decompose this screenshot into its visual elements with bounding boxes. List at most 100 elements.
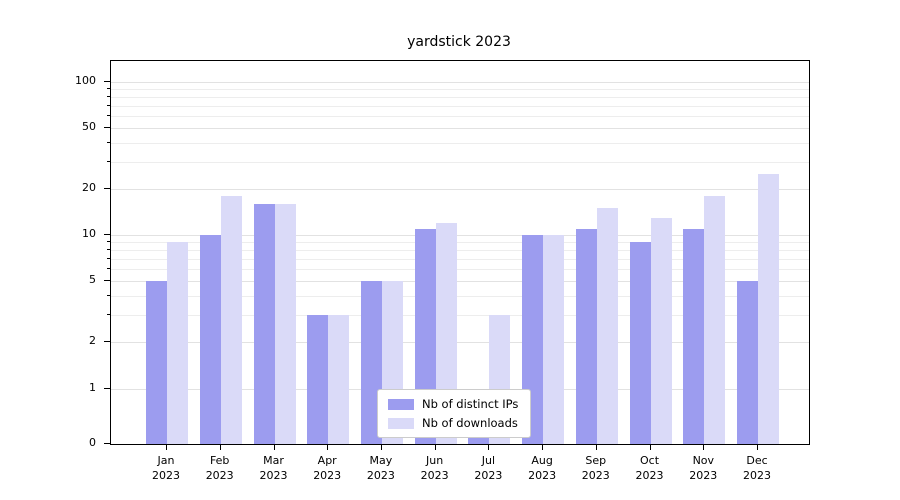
bar-downloads [274, 204, 296, 444]
x-tick-mark [542, 444, 544, 450]
bar-downloads [328, 315, 350, 444]
x-tick-mark [219, 444, 221, 450]
bar-distinct-ips [253, 204, 275, 444]
bar-downloads [758, 174, 779, 444]
x-tick-mark [649, 444, 651, 450]
y-minor-tick-mark [107, 295, 110, 297]
bar-distinct-ips [360, 281, 382, 444]
y-tick-mark [104, 280, 110, 282]
gridline-y-70 [111, 105, 809, 107]
x-tick-mark [327, 444, 329, 450]
x-tick-label-3: Mar 2023 [259, 454, 288, 482]
gridline-y-60 [111, 116, 809, 118]
y-axis: 0 1 2 5 10 20 50 100 [0, 60, 110, 449]
gridline-y-8 [111, 250, 809, 252]
bar-downloads [435, 223, 457, 444]
y-minor-tick-mark [107, 115, 110, 117]
y-minor-tick-mark [107, 314, 110, 316]
x-tick-mark [757, 444, 758, 450]
y-minor-tick-mark [107, 88, 110, 90]
y-minor-tick-mark [107, 95, 110, 97]
y-tick-label-2: 2 [89, 334, 96, 348]
bar-distinct-ips [199, 235, 221, 444]
gridline-y-2 [111, 342, 809, 344]
bar-downloads [543, 235, 565, 444]
y-tick-mark [104, 188, 110, 190]
gridline-y-3 [111, 315, 809, 317]
legend-swatch-distinct-ips [388, 398, 414, 410]
gridline-y-100 [111, 82, 809, 84]
y-tick-mark [104, 387, 110, 389]
gridline-y-80 [111, 96, 809, 98]
bar-downloads [596, 208, 618, 444]
x-tick-mark [273, 444, 275, 450]
x-tick-mark [595, 444, 597, 450]
gridline-y-10 [111, 235, 809, 237]
x-tick-label-5: May 2023 [366, 454, 395, 482]
gridline-y-9 [111, 242, 809, 244]
x-tick-mark [166, 444, 167, 450]
y-tick-label-100: 100 [75, 74, 96, 88]
x-tick-label-9: Sep 2023 [581, 454, 610, 482]
x-tick-label-1: Jan 2023 [152, 454, 180, 482]
y-tick-label-10: 10 [82, 227, 96, 241]
gridline-y-7 [111, 259, 809, 260]
y-tick-mark [104, 234, 110, 236]
bar-distinct-ips [146, 281, 167, 444]
legend: Nb of distinct IPs Nb of downloads [377, 389, 532, 438]
bar-downloads [220, 196, 242, 444]
y-tick-label-50: 50 [82, 120, 96, 134]
y-minor-tick-mark [107, 142, 110, 143]
y-tick-label-20: 20 [82, 181, 96, 195]
gridline-y-40 [111, 143, 809, 144]
y-minor-tick-mark [107, 268, 110, 270]
x-tick-mark [380, 444, 382, 450]
gridline-y-20 [111, 189, 809, 191]
y-tick-mark [104, 341, 110, 343]
gridline-y-5 [111, 281, 809, 283]
gridline-y-4 [111, 296, 809, 298]
x-tick-mark [434, 444, 436, 450]
x-tick-label-6: Jun 2023 [420, 454, 449, 482]
y-minor-tick-mark [107, 161, 110, 163]
x-tick-label-7: Jul 2023 [474, 454, 503, 482]
y-tick-label-5: 5 [89, 273, 96, 287]
y-minor-tick-mark [107, 241, 110, 243]
y-minor-tick-mark [107, 104, 110, 106]
x-tick-label-10: Oct 2023 [635, 454, 664, 482]
y-minor-tick-mark [107, 258, 110, 259]
x-tick-label-11: Nov 2023 [689, 454, 718, 482]
chart-title: yardstick 2023 [407, 34, 511, 50]
legend-item-downloads: Nb of downloads [388, 416, 518, 430]
bar-distinct-ips [575, 228, 597, 444]
legend-label-distinct-ips: Nb of distinct IPs [422, 397, 519, 411]
y-tick-mark [104, 127, 110, 129]
x-axis: Jan 2023 Feb 2023 Mar 2023 Apr 2023 May 2023… [110, 443, 808, 493]
bar-downloads [650, 217, 672, 444]
y-tick-mark [104, 443, 110, 444]
bar-distinct-ips [737, 281, 758, 444]
bar-distinct-ips [683, 228, 705, 444]
bar-downloads [704, 196, 726, 444]
bar-distinct-ips [307, 315, 329, 444]
y-minor-tick-mark [107, 249, 110, 251]
x-tick-mark [703, 444, 705, 450]
gridline-y-6 [111, 269, 809, 271]
y-tick-mark [104, 81, 110, 83]
legend-swatch-downloads [388, 417, 414, 429]
plot-area: Nb of distinct IPs Nb of downloads [110, 60, 810, 445]
gridline-y-30 [111, 162, 809, 164]
x-tick-label-4: Apr 2023 [313, 454, 342, 482]
gridline-y-90 [111, 89, 809, 91]
bar-distinct-ips [629, 242, 651, 444]
legend-label-downloads: Nb of downloads [422, 416, 518, 430]
y-tick-label-0: 0 [89, 436, 96, 449]
x-tick-label-8: Aug 2023 [528, 454, 557, 482]
x-tick-label-12: Dec 2023 [743, 454, 771, 482]
bar-downloads [167, 242, 188, 444]
gridline-y-50 [111, 128, 809, 130]
y-tick-label-1: 1 [89, 380, 96, 394]
x-tick-label-2: Feb 2023 [205, 454, 234, 482]
legend-item-distinct-ips: Nb of distinct IPs [388, 397, 518, 411]
